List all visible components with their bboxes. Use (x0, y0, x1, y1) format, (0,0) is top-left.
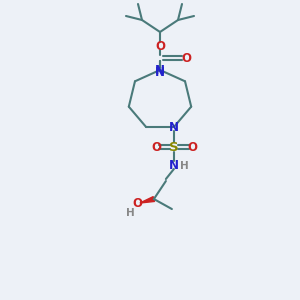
Text: N: N (169, 158, 179, 172)
Text: N: N (155, 64, 165, 76)
Text: N: N (155, 65, 165, 79)
Text: H: H (125, 208, 134, 218)
Text: O: O (187, 140, 197, 154)
Text: N: N (169, 121, 179, 134)
Text: O: O (181, 52, 191, 64)
Text: O: O (132, 196, 142, 209)
Polygon shape (140, 196, 154, 203)
Text: O: O (155, 40, 165, 52)
Text: O: O (151, 140, 161, 154)
Text: S: S (169, 140, 179, 154)
Text: H: H (179, 161, 188, 171)
